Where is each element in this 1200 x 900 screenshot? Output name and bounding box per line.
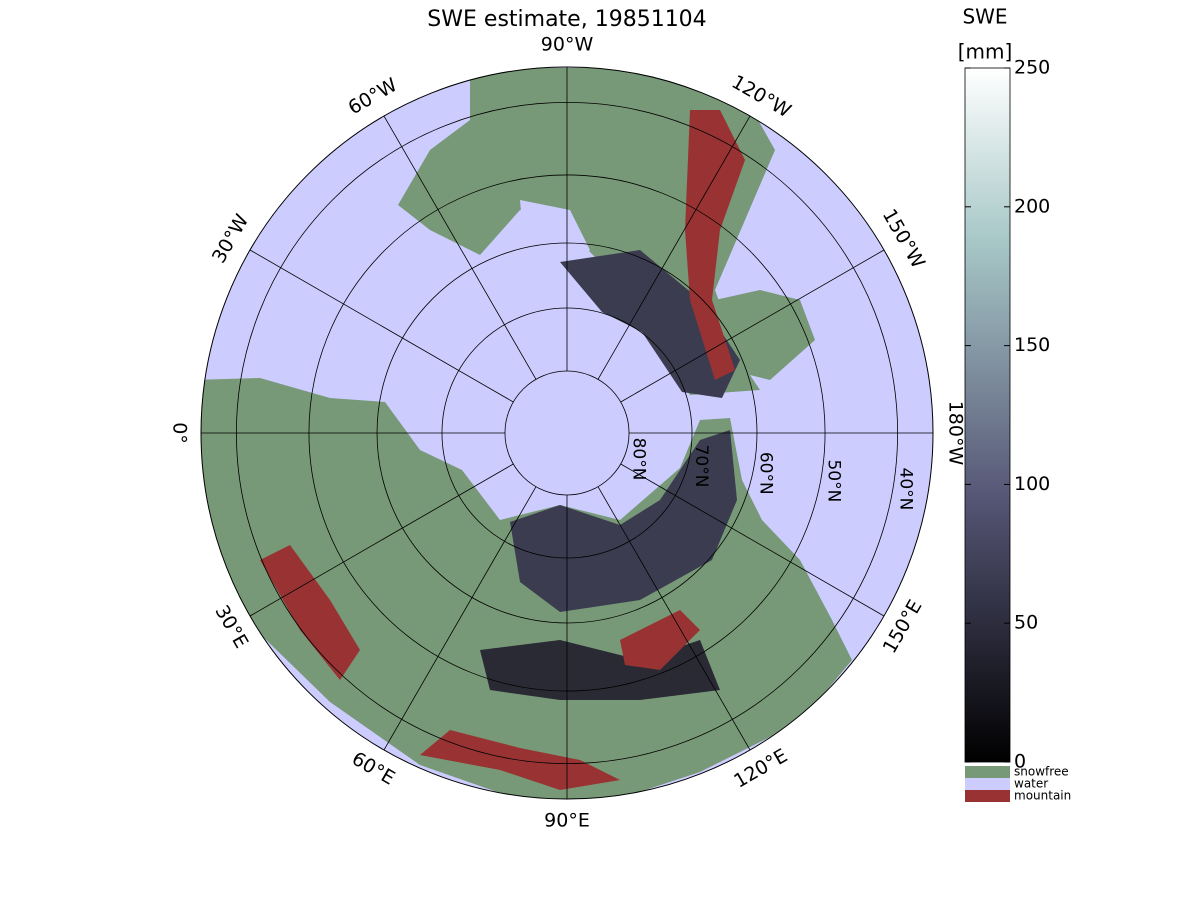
alps — [260, 545, 360, 680]
parallel-label: 40°N — [895, 468, 915, 511]
colorbar-title: SWE — [962, 5, 1007, 29]
meridian — [249, 249, 514, 403]
parallel-label: 60°N — [756, 452, 776, 495]
meridian — [620, 249, 885, 403]
title: SWE estimate, 19851104 — [427, 7, 706, 32]
map — [201, 67, 933, 799]
legend-swatch — [965, 790, 1010, 802]
colorbar-tick-label: 0 — [1014, 751, 1026, 773]
snow-canada — [560, 250, 740, 398]
legend-swatch — [965, 778, 1010, 790]
legend-label: water — [1014, 777, 1048, 791]
hudson-bay — [520, 200, 590, 280]
meridian — [383, 486, 537, 751]
meridian — [597, 115, 751, 380]
east-asia-mountains — [620, 610, 700, 670]
meridian-label: 0° — [169, 422, 191, 444]
parallel-label: 50°N — [823, 459, 843, 502]
meridian-label: 90°W — [541, 34, 594, 56]
colorbar-tick-label: 200 — [1014, 195, 1050, 217]
meridian — [620, 463, 885, 617]
legend-swatch — [965, 766, 1010, 778]
colorbar-tick-label: 150 — [1014, 334, 1050, 356]
meridian — [249, 463, 514, 617]
meridian — [597, 486, 751, 751]
meridian-label: 90°E — [544, 810, 590, 832]
legend-label: snowfree — [1014, 765, 1069, 779]
colorbar — [964, 67, 1011, 763]
meridian-label: 180°W — [945, 401, 967, 466]
legend-label: mountain — [1014, 789, 1071, 803]
colorbar-tick-label: 50 — [1014, 612, 1038, 634]
colorbar-tick-label: 100 — [1014, 473, 1050, 495]
colorbar-unit: [mm] — [958, 40, 1013, 64]
rockies — [685, 110, 745, 380]
parallel-label: 70°N — [691, 445, 711, 488]
meridian — [383, 115, 537, 380]
alaska — [715, 290, 815, 380]
colorbar-tick-label: 250 — [1014, 57, 1050, 79]
parallel-label: 80°N — [629, 438, 649, 481]
